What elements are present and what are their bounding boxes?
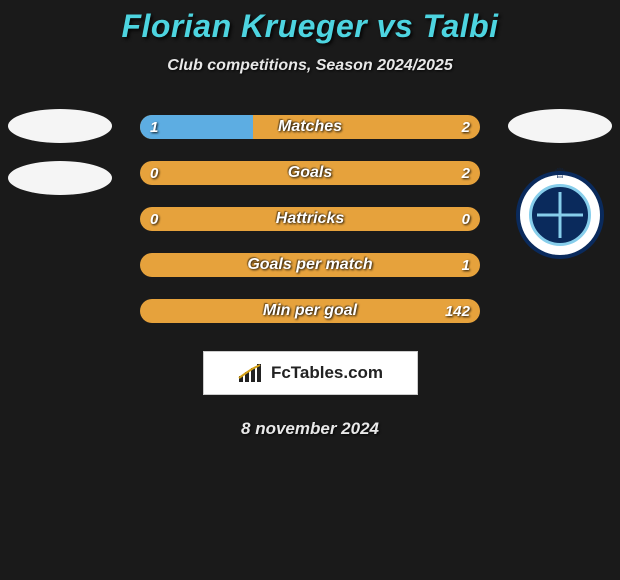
stat-row: 0 Goals 2	[140, 161, 480, 185]
stat-value-right: 0	[462, 211, 470, 228]
stats-area: ♕ 1 Matches 2 0 Goals 2 0 Hattricks 0 Goals per m…	[0, 115, 620, 323]
stat-value-left: 1	[150, 119, 158, 136]
stat-row: 0 Hattricks 0	[140, 207, 480, 231]
logo-text: FcTables.com	[271, 363, 383, 383]
placeholder-oval	[8, 161, 112, 195]
club-brugge-badge: ♕	[516, 171, 604, 259]
placeholder-oval	[508, 109, 612, 143]
stat-label: Min per goal	[263, 302, 357, 320]
bars-icon	[237, 362, 265, 384]
stat-value-right: 2	[462, 119, 470, 136]
stat-value-left: 0	[150, 211, 158, 228]
club-badge-inner	[529, 184, 591, 246]
page-title: Florian Krueger vs Talbi	[0, 8, 620, 45]
stat-value-right: 1	[462, 257, 470, 274]
stat-label: Goals	[288, 164, 332, 182]
stat-bars: 1 Matches 2 0 Goals 2 0 Hattricks 0 Goals per mat…	[140, 115, 480, 323]
subtitle: Club competitions, Season 2024/2025	[0, 57, 620, 75]
fctables-logo[interactable]: FcTables.com	[203, 351, 418, 395]
stat-row: Min per goal 142	[140, 299, 480, 323]
right-player-badges: ♕	[505, 109, 615, 259]
comparison-card: Florian Krueger vs Talbi Club competitio…	[0, 0, 620, 439]
stat-label: Matches	[278, 118, 342, 136]
stat-value-left: 0	[150, 165, 158, 182]
stat-label: Goals per match	[247, 256, 372, 274]
crown-icon: ♕	[554, 165, 567, 182]
stat-row: 1 Matches 2	[140, 115, 480, 139]
placeholder-oval	[8, 109, 112, 143]
stat-label: Hattricks	[276, 210, 344, 228]
left-player-badges	[5, 109, 115, 195]
stat-value-right: 142	[445, 303, 470, 320]
date-line: 8 november 2024	[0, 419, 620, 439]
stat-row: Goals per match 1	[140, 253, 480, 277]
stat-value-right: 2	[462, 165, 470, 182]
